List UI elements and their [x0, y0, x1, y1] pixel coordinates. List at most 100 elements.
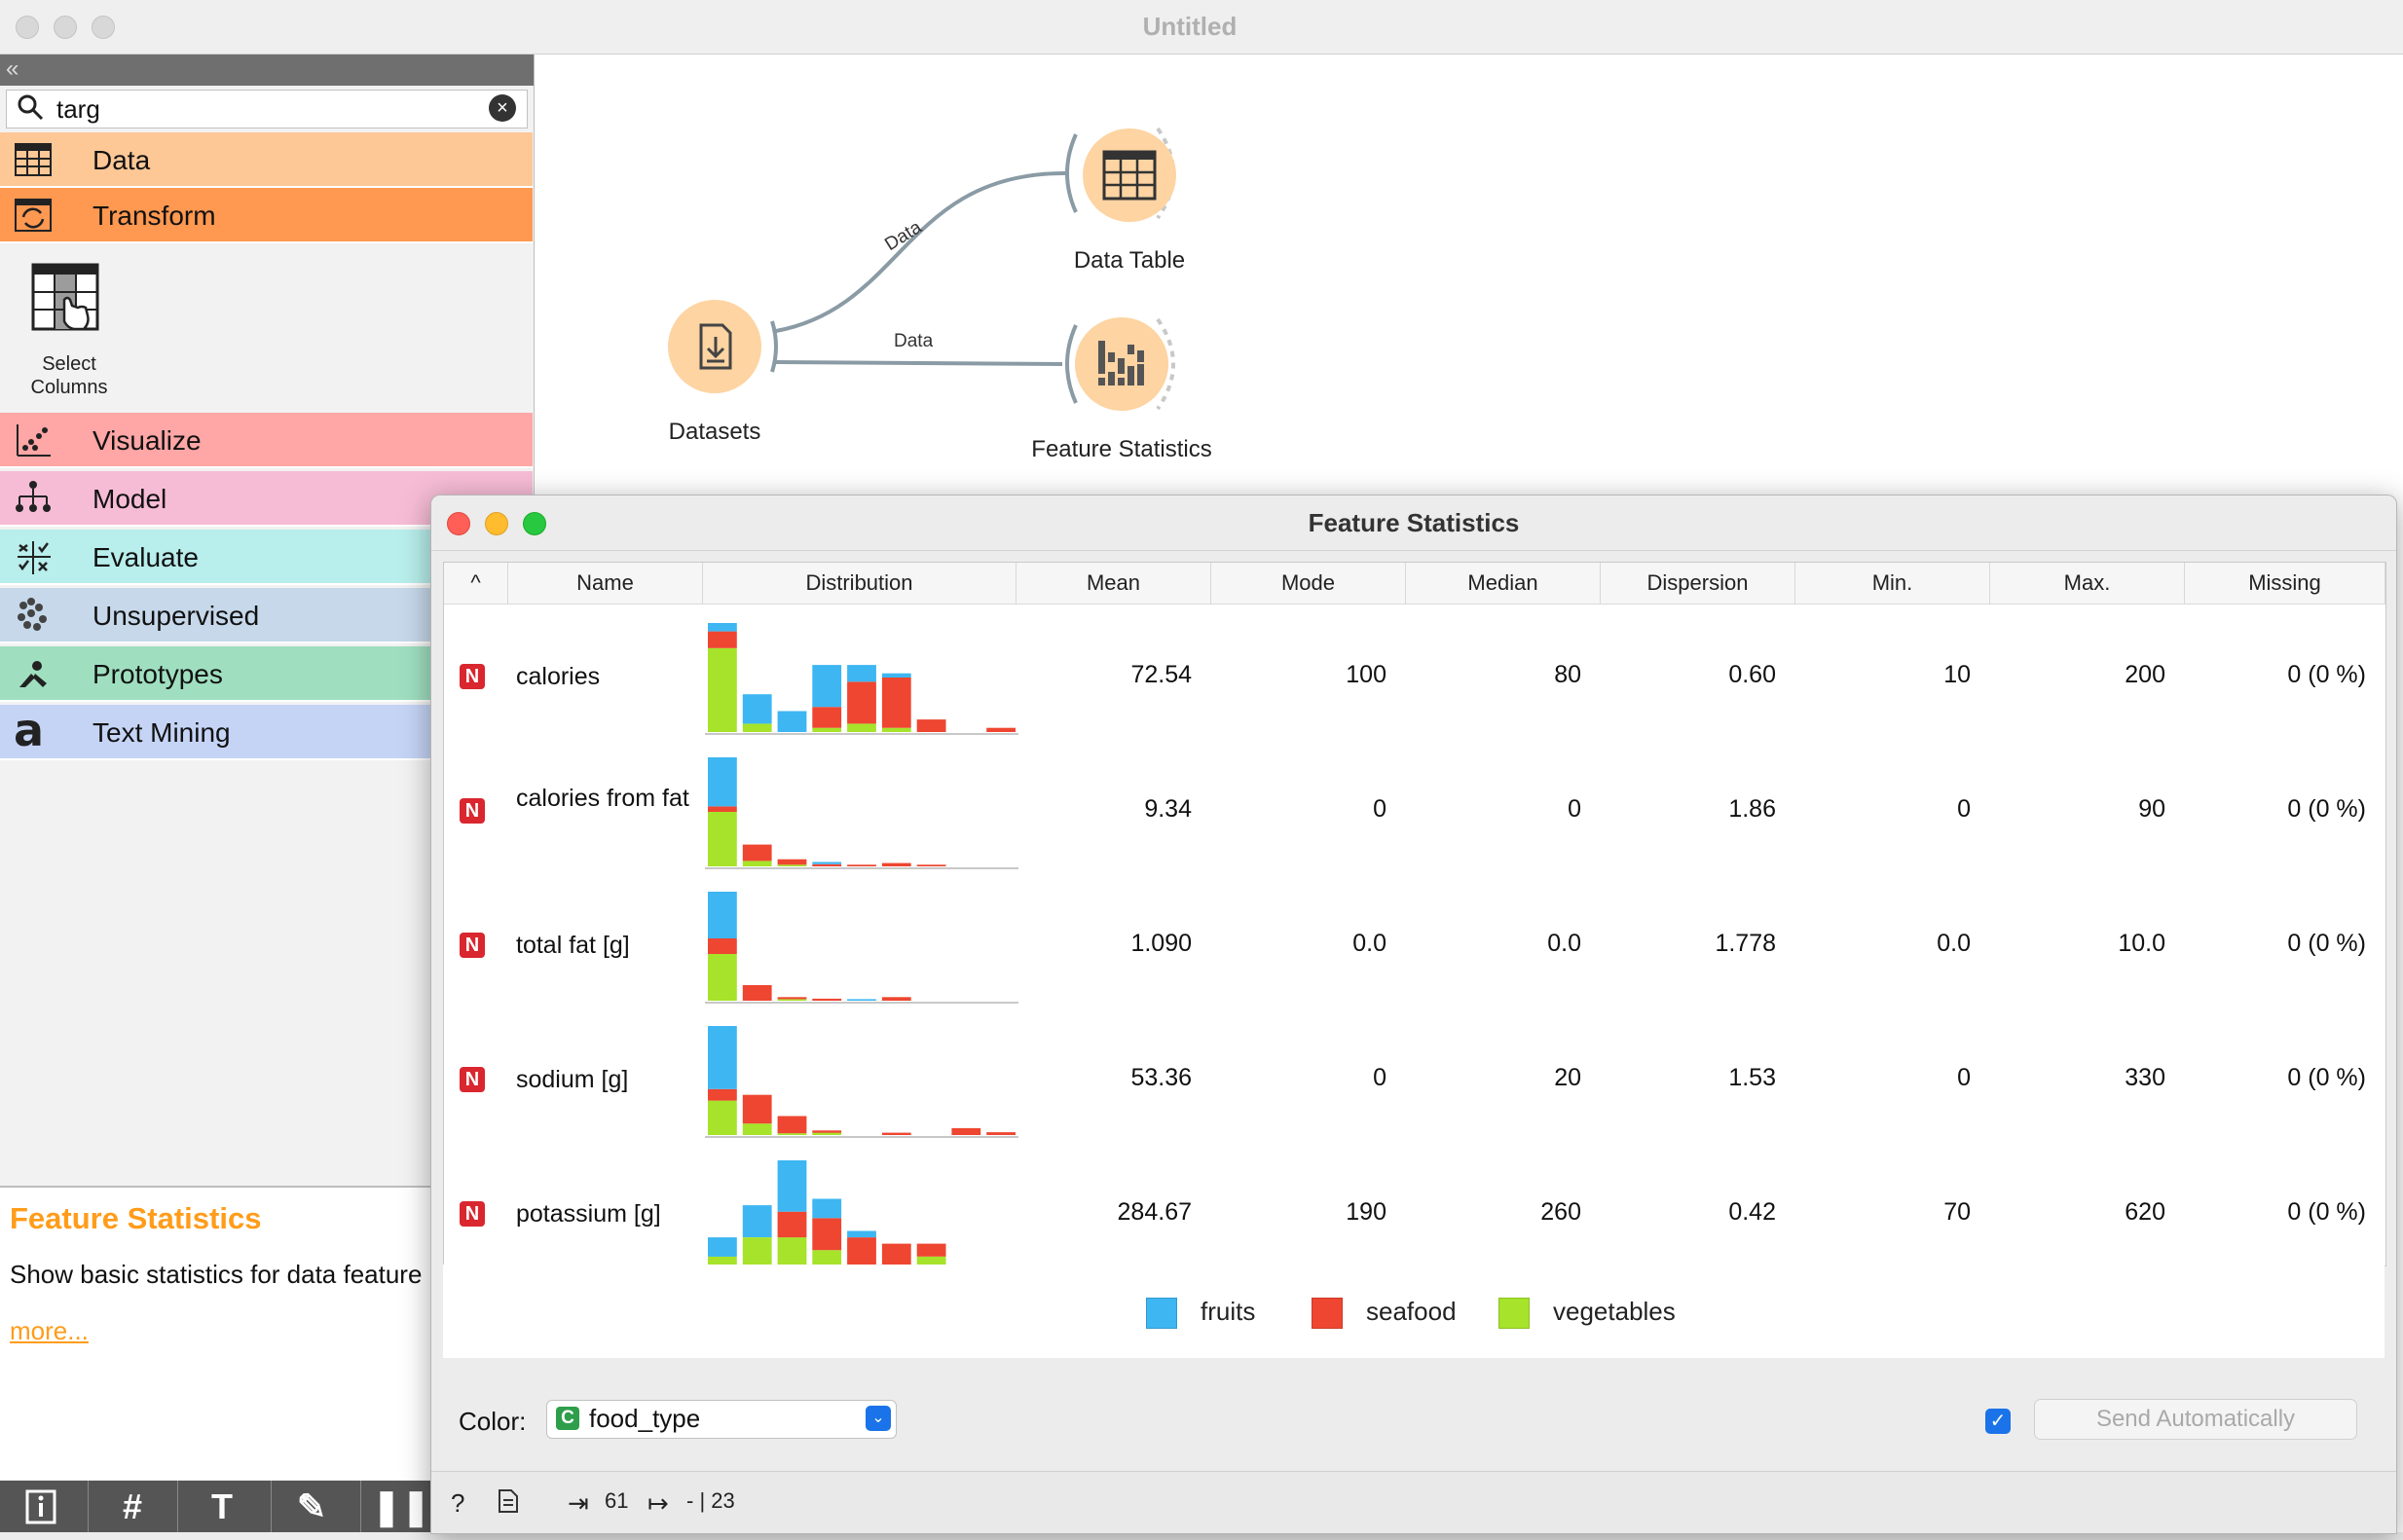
link-label-feature-statistics: Data	[894, 331, 934, 351]
column-header-name[interactable]: Name	[508, 563, 703, 604]
cell-max: 90	[2138, 795, 2165, 823]
histogram-bar	[708, 623, 737, 632]
feature-statistics-node[interactable]	[1075, 317, 1168, 411]
transform-icon	[15, 199, 52, 232]
cell-mean: 9.34	[1144, 795, 1192, 823]
send-automatically-checkbox[interactable]: ✓	[1985, 1409, 2011, 1434]
legend: fruits seafood vegetables	[443, 1265, 2385, 1358]
main-titlebar	[0, 0, 2403, 55]
histogram-bar	[742, 1205, 772, 1237]
more-link[interactable]: more...	[10, 1316, 89, 1345]
fs-window-title: Feature Statistics	[1308, 508, 1520, 537]
output-count: - | 23	[686, 1488, 735, 1513]
pen-annotation-icon[interactable]: ✎	[296, 1486, 327, 1526]
category-label: Visualize	[92, 425, 202, 456]
zoom-window-button[interactable]	[92, 16, 115, 39]
collapse-icon[interactable]: «	[6, 55, 19, 82]
column-header-max[interactable]: Max.	[1990, 563, 2185, 604]
category-transform[interactable]: Transform	[0, 188, 533, 243]
histogram-bar	[812, 707, 842, 728]
output-icon: ↦	[647, 1488, 669, 1518]
histogram-bar	[708, 647, 737, 732]
category-data[interactable]: Data	[0, 132, 533, 188]
color-label: Color:	[459, 1407, 527, 1436]
clear-search-icon[interactable]: ×	[489, 94, 516, 122]
datasets-icon	[699, 323, 732, 370]
histogram-bar	[777, 997, 807, 1000]
histogram-bar	[916, 1256, 946, 1265]
distribution-histogram	[708, 1160, 946, 1265]
legend-swatch-seafood	[1312, 1298, 1343, 1329]
fs-close-button[interactable]	[447, 512, 470, 535]
histogram-bar	[847, 1230, 876, 1238]
histogram-bar	[777, 1133, 807, 1135]
chevron-down-icon[interactable]: ⌄	[866, 1406, 891, 1431]
pause-icon[interactable]: ❚❚	[371, 1486, 431, 1526]
numeric-badge: N	[460, 798, 485, 824]
select-columns-widget[interactable]: Select Columns	[29, 261, 107, 405]
histogram-bar	[881, 1243, 911, 1265]
send-automatically-button[interactable]: Send Automatically	[2034, 1399, 2357, 1440]
category-label: Unsupervised	[92, 601, 260, 631]
minimize-window-button[interactable]	[54, 16, 77, 39]
column-header-mode[interactable]: Mode	[1211, 563, 1406, 604]
description-title: Feature Statistics	[10, 1201, 262, 1235]
cell-mean: 72.54	[1130, 661, 1192, 688]
histogram-bar	[742, 1094, 772, 1124]
text-annotation-icon[interactable]: T	[211, 1486, 233, 1526]
category-label: Model	[92, 484, 167, 514]
close-window-button[interactable]	[16, 16, 39, 39]
feature-statistics-node-label: Feature Statistics	[1031, 436, 1212, 462]
cell-missing: 0 (0 %)	[2287, 661, 2366, 688]
legend-swatch-vegetables	[1498, 1298, 1530, 1329]
datasets-node-label: Datasets	[668, 419, 761, 445]
sort-indicator[interactable]: ^	[444, 563, 508, 604]
grid-icon[interactable]: #	[122, 1486, 143, 1526]
info-icon[interactable]	[10, 1481, 72, 1532]
column-header-min[interactable]: Min.	[1795, 563, 1990, 604]
cell-mean: 53.36	[1130, 1064, 1192, 1091]
color-select[interactable]	[546, 1400, 897, 1439]
column-header-mean[interactable]: Mean	[1017, 563, 1211, 604]
histogram-bar	[708, 806, 737, 812]
feature-name: calories	[516, 663, 601, 690]
category-visualize[interactable]: Visualize	[0, 413, 533, 468]
data-table-node[interactable]	[1083, 128, 1176, 222]
column-header-distribution[interactable]: Distribution	[703, 563, 1017, 604]
fs-minimize-button[interactable]	[485, 512, 508, 535]
prototypes-icon	[19, 661, 47, 687]
cell-dispersion: 0.42	[1728, 1198, 1776, 1226]
category-label: Text Mining	[92, 717, 231, 748]
column-header-missing[interactable]: Missing	[2185, 563, 2385, 604]
cell-mean: 1.090	[1130, 930, 1192, 957]
histogram-bar	[708, 631, 737, 648]
search-input[interactable]	[55, 92, 477, 127]
cell-max: 10.0	[2118, 930, 2165, 957]
histogram-bar	[708, 954, 737, 1001]
report-icon[interactable]	[498, 1488, 519, 1520]
widget-label-line1: Select	[42, 353, 96, 375]
histogram-bar	[812, 1250, 842, 1265]
help-icon[interactable]: ?	[451, 1488, 465, 1518]
column-header-dispersion[interactable]: Dispersion	[1601, 563, 1795, 604]
fs-zoom-button[interactable]	[523, 512, 546, 535]
collapse-bar[interactable]	[0, 55, 534, 86]
numeric-badge: N	[460, 1067, 485, 1092]
histogram-bar	[847, 723, 876, 732]
feature-statistics-icon	[1098, 341, 1144, 385]
evaluate-icon	[18, 541, 51, 574]
histogram-bar	[708, 1256, 737, 1265]
column-header-median[interactable]: Median	[1406, 563, 1601, 604]
legend-label-seafood: seafood	[1366, 1297, 1457, 1326]
histogram-bar	[742, 861, 772, 866]
datasets-node[interactable]	[668, 300, 761, 393]
cell-median: 0	[1568, 795, 1581, 823]
histogram-bar	[708, 757, 737, 807]
cell-mode: 0	[1373, 795, 1386, 823]
cell-min: 0	[1957, 795, 1971, 823]
